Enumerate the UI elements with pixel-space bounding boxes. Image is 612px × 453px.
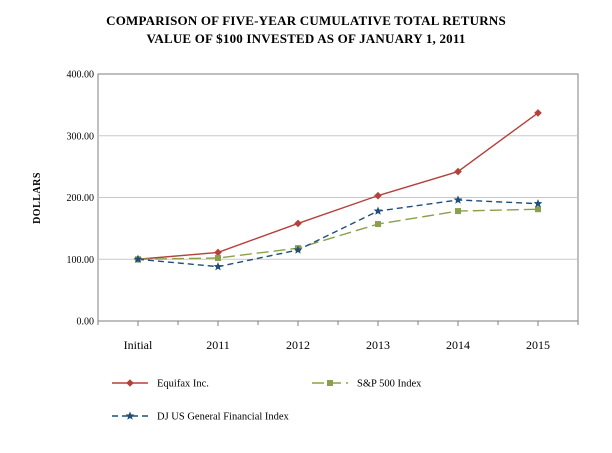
legend-label-s-p-500-index: S&P 500 Index [357, 379, 422, 390]
data-point-dj-us-general-financial-index [133, 254, 143, 263]
data-point-dj-us-general-financial-index [293, 245, 303, 254]
y-tick-label: 400.00 [67, 70, 95, 81]
data-point-equifax-inc [294, 219, 302, 228]
x-tick-label: 2013 [366, 338, 390, 352]
data-point-equifax-inc [374, 191, 382, 200]
data-point-dj-us-general-financial-index [373, 206, 383, 215]
data-point-equifax-inc [214, 248, 222, 257]
x-tick-label: 2015 [526, 338, 550, 352]
series-line-dj-us-general-financial-index [137, 199, 539, 268]
legend-marker-s-p-500-index [327, 380, 333, 386]
legend-label-dj-us-general-financial-index: DJ US General Financial Index [157, 412, 290, 423]
chart-subtitle: VALUE OF $100 INVESTED AS OF JANUARY 1, … [146, 31, 466, 46]
y-tick-label: 0.00 [77, 317, 95, 328]
legend-label-equifax-inc: Equifax Inc. [157, 379, 209, 390]
data-point-s-p-500-index [535, 206, 541, 213]
chart-title: COMPARISON OF FIVE-YEAR CUMULATIVE TOTAL… [106, 13, 506, 28]
x-tick-label: 2011 [206, 338, 230, 352]
y-axis-label: DOLLARS [32, 172, 43, 224]
series-line-equifax-inc [137, 112, 539, 260]
data-point-equifax-inc [454, 167, 462, 176]
series-line-s-p-500-index [137, 208, 539, 260]
y-tick-label: 100.00 [67, 255, 95, 266]
data-point-s-p-500-index [215, 255, 221, 262]
data-point-dj-us-general-financial-index [453, 195, 463, 204]
data-point-s-p-500-index [455, 208, 461, 215]
legend-marker-equifax-inc [126, 379, 134, 387]
x-tick-label: 2012 [286, 338, 310, 352]
legend-marker-dj-us-general-financial-index [125, 411, 135, 420]
data-point-dj-us-general-financial-index [213, 262, 223, 271]
x-tick-label: 2014 [446, 338, 470, 352]
data-point-s-p-500-index [375, 221, 381, 228]
data-point-dj-us-general-financial-index [533, 199, 543, 208]
y-tick-label: 300.00 [67, 131, 95, 142]
data-point-equifax-inc [534, 109, 542, 117]
y-tick-label: 200.00 [67, 193, 95, 204]
x-tick-label: Initial [124, 338, 153, 352]
